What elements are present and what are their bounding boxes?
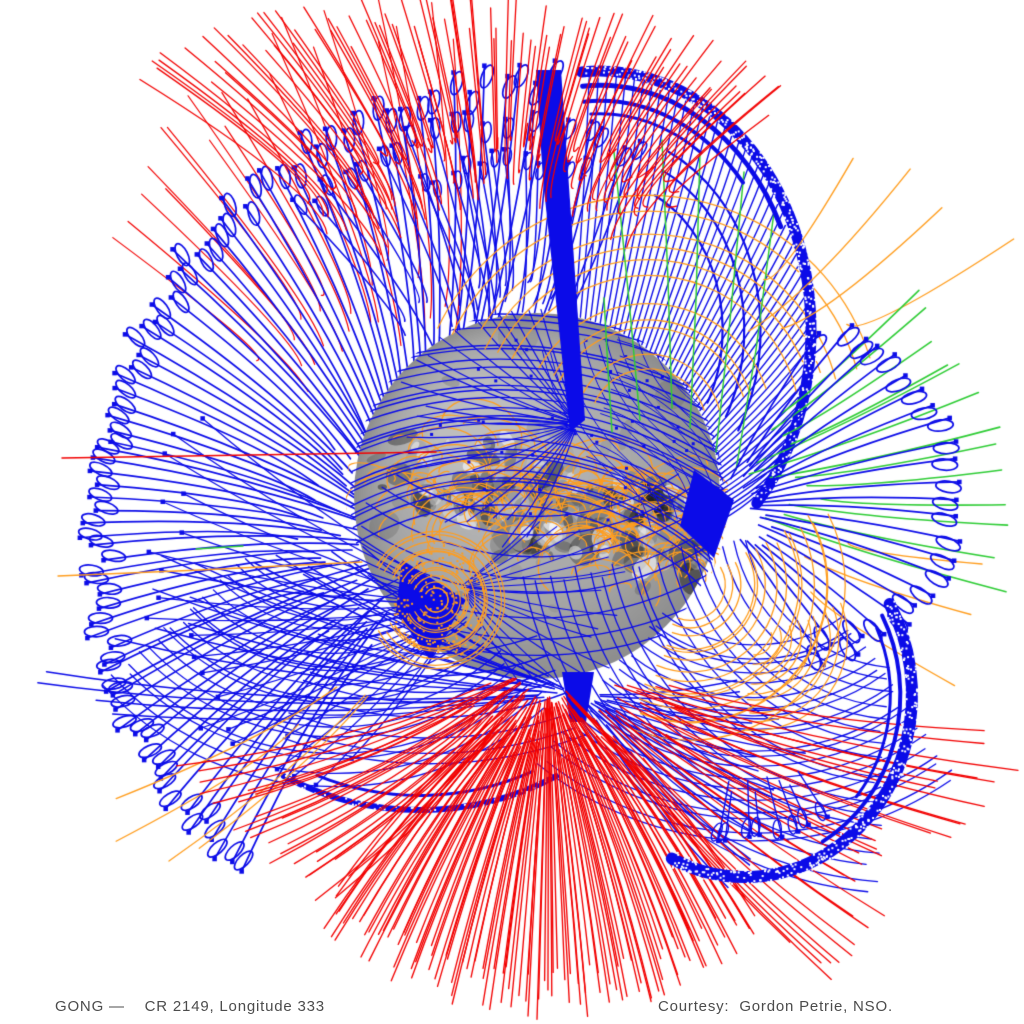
caption-credit: Courtesy: Gordon Petrie, NSO.: [658, 998, 893, 1015]
caption-model-info: GONG — CR 2149, Longitude 333: [55, 998, 325, 1015]
